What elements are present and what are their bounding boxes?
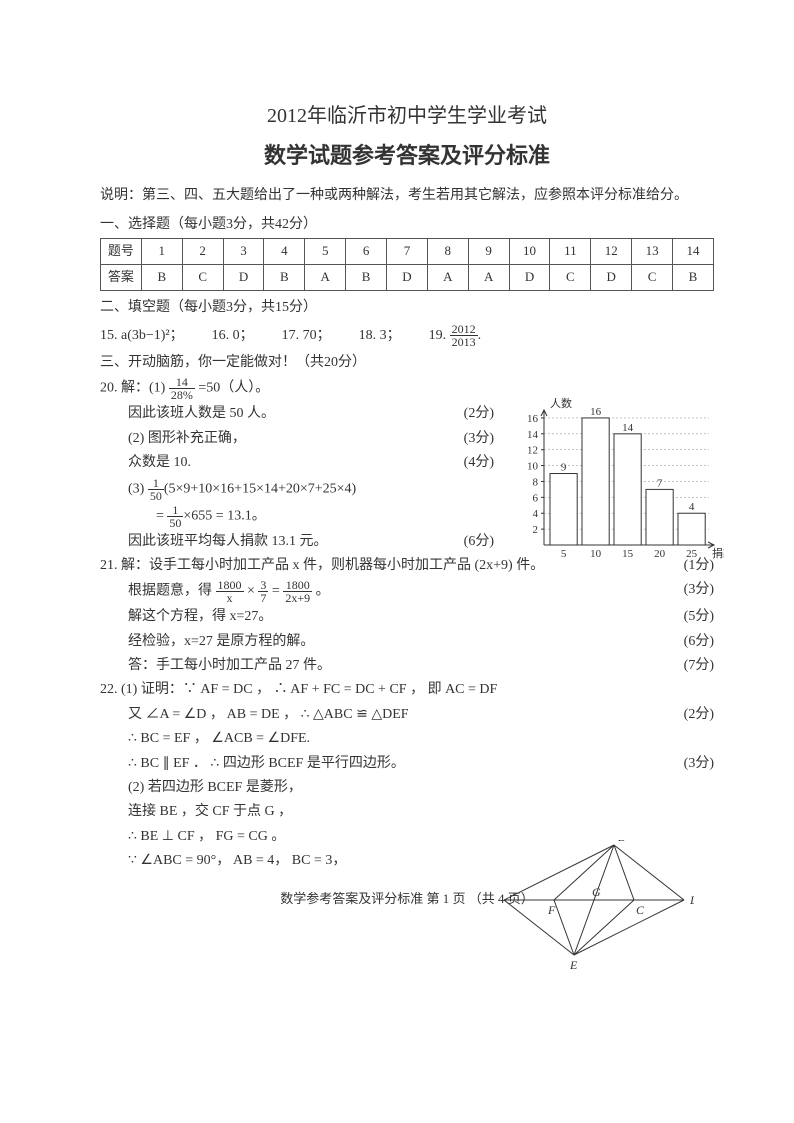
svg-text:F: F [547, 903, 556, 917]
svg-text:16: 16 [527, 413, 539, 425]
svg-text:8: 8 [533, 476, 539, 488]
question-21: 21. 解：设手工每小时加工产品 x 件，则机器每小时加工产品 (2x+9) 件… [100, 555, 714, 678]
svg-text:10: 10 [527, 461, 539, 473]
exam-year-title: 2012年临沂市初中学生学业考试 [100, 100, 714, 132]
answer-table: 题号1234567891011121314 答案BCDBABDAADCDCB [100, 238, 714, 291]
section3-heading: 三、开动脑筋，你一定能做对！（共20分） [100, 352, 714, 374]
svg-text:12: 12 [527, 445, 538, 457]
svg-text:D: D [689, 893, 694, 907]
svg-text:14: 14 [527, 429, 539, 441]
svg-text:人数: 人数 [550, 397, 572, 410]
svg-text:C: C [636, 903, 645, 917]
section1-heading: 一、选择题（每小题3分，共42分） [100, 214, 714, 236]
svg-text:16: 16 [590, 406, 602, 418]
exam-main-title: 数学试题参考答案及评分标准 [100, 138, 714, 173]
svg-text:4: 4 [533, 508, 539, 520]
svg-text:9: 9 [561, 462, 567, 474]
svg-text:14: 14 [622, 422, 634, 434]
svg-text:6: 6 [533, 492, 539, 504]
svg-text:B: B [618, 840, 626, 844]
grading-note: 说明：第三、四、五大题给出了一种或两种解法，考生若用其它解法，应参照本评分标准给… [100, 185, 714, 207]
svg-text:2: 2 [533, 524, 539, 536]
section2-heading: 二、填空题（每小题3分，共15分） [100, 297, 714, 319]
svg-text:4: 4 [689, 501, 695, 513]
svg-text:G: G [592, 885, 601, 899]
svg-text:7: 7 [657, 477, 663, 489]
donation-bar-chart: 246810121416人数9516101415720425捐款金额/元 [514, 395, 724, 570]
fill-answers: 15. a(3b−1)²；16. 0；17. 70；18. 3；19. 2012… [100, 323, 714, 348]
svg-text:E: E [569, 958, 578, 970]
page: 2012年临沂市初中学生学业考试 数学试题参考答案及评分标准 说明：第三、四、五… [0, 0, 794, 949]
geometry-diagram: AFGCDBE [504, 840, 694, 970]
